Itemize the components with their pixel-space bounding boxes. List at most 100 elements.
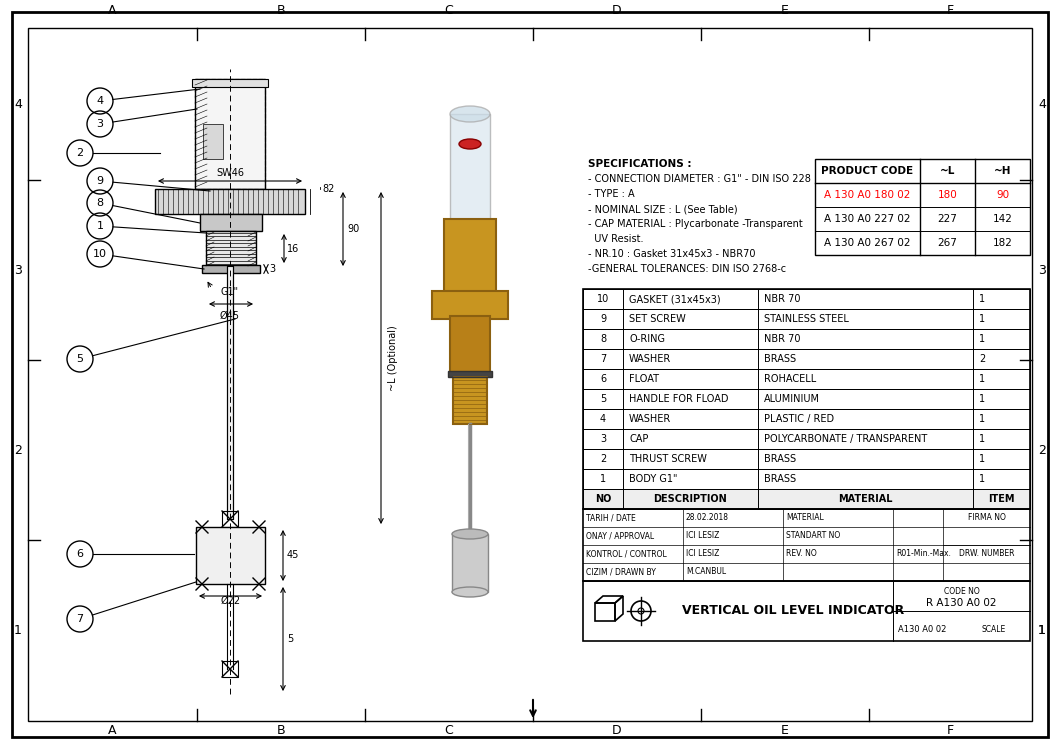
Bar	[583, 289, 1030, 509]
Text: 3: 3	[269, 264, 276, 274]
Text: 16: 16	[287, 243, 299, 253]
Text: ONAY / APPROVAL: ONAY / APPROVAL	[586, 532, 654, 541]
Text: DESCRIPTION: DESCRIPTION	[654, 494, 727, 504]
Text: ~L: ~L	[940, 166, 955, 176]
Text: 1: 1	[96, 221, 104, 231]
Text: 7: 7	[76, 614, 84, 624]
Text: ALUMINIUM: ALUMINIUM	[764, 394, 820, 404]
Text: 5: 5	[600, 394, 606, 404]
Text: BODY G1": BODY G1"	[629, 474, 677, 484]
Text: ~H: ~H	[994, 166, 1011, 176]
Text: NBR 70: NBR 70	[764, 294, 800, 304]
Text: 9: 9	[96, 176, 104, 186]
Text: 10: 10	[93, 249, 107, 259]
Text: 1: 1	[600, 474, 606, 484]
Text: F: F	[947, 724, 954, 738]
Text: PLASTIC / RED: PLASTIC / RED	[764, 414, 834, 424]
Bar	[222, 661, 238, 677]
Text: -GENERAL TOLERANCES: DIN ISO 2768-c: -GENERAL TOLERANCES: DIN ISO 2768-c	[588, 264, 787, 274]
Text: VERTICAL OIL LEVEL INDICATOR: VERTICAL OIL LEVEL INDICATOR	[682, 604, 904, 617]
Text: C: C	[444, 4, 454, 17]
Bar	[202, 265, 260, 273]
Text: 1: 1	[14, 624, 22, 637]
Text: 8: 8	[96, 198, 104, 208]
Bar	[227, 266, 233, 519]
Text: - NR.10 : Gasket 31x45x3 - NBR70: - NR.10 : Gasket 31x45x3 - NBR70	[588, 249, 756, 259]
Bar	[583, 409, 1030, 429]
Text: R01-Min.-Max.: R01-Min.-Max.	[896, 550, 951, 559]
Text: 4: 4	[1038, 97, 1046, 111]
Text: E: E	[781, 724, 789, 738]
Bar	[583, 309, 1030, 329]
Bar	[583, 289, 1030, 309]
Bar	[204, 124, 223, 159]
Bar	[583, 349, 1030, 369]
Text: 28.02.2018: 28.02.2018	[686, 514, 729, 523]
Text: 1: 1	[979, 374, 985, 384]
Text: 10: 10	[597, 294, 610, 304]
Text: 7: 7	[600, 354, 606, 364]
Bar	[583, 449, 1030, 469]
Text: SCALE: SCALE	[982, 625, 1006, 634]
Text: M.CANBUL: M.CANBUL	[686, 568, 726, 577]
Text: 1: 1	[1038, 624, 1046, 637]
Text: C: C	[444, 724, 454, 738]
Text: 3: 3	[600, 434, 606, 444]
Text: A130 A0 02: A130 A0 02	[898, 625, 947, 634]
Bar	[583, 329, 1030, 349]
Text: ICI LESIZ: ICI LESIZ	[686, 550, 720, 559]
Text: KONTROL / CONTROL: KONTROL / CONTROL	[586, 550, 667, 559]
Bar	[450, 114, 490, 219]
Text: - TYPE : A: - TYPE : A	[588, 189, 635, 199]
Text: 6: 6	[76, 549, 84, 559]
Text: 5: 5	[76, 354, 84, 364]
Text: 1: 1	[979, 394, 985, 404]
Text: A 130 A0 180 02: A 130 A0 180 02	[825, 190, 911, 200]
Text: HANDLE FOR FLOAD: HANDLE FOR FLOAD	[629, 394, 728, 404]
Text: 227: 227	[937, 214, 957, 224]
Ellipse shape	[452, 529, 488, 539]
Text: 1: 1	[979, 294, 985, 304]
Text: REV. NO: REV. NO	[787, 550, 817, 559]
Ellipse shape	[452, 587, 488, 597]
Text: CODE NO: CODE NO	[943, 586, 979, 595]
Text: E: E	[781, 4, 789, 17]
Text: THRUST SCREW: THRUST SCREW	[629, 454, 707, 464]
Text: MATERIAL: MATERIAL	[838, 494, 893, 504]
Bar	[192, 79, 268, 87]
Text: B: B	[277, 4, 285, 17]
Text: 82: 82	[322, 184, 334, 194]
Text: B: B	[277, 724, 285, 738]
Text: O-RING: O-RING	[629, 334, 665, 344]
Bar	[195, 79, 265, 189]
Text: 5: 5	[287, 634, 294, 644]
Text: 4: 4	[600, 414, 606, 424]
Text: 2: 2	[600, 454, 606, 464]
Text: POLYCARBONATE / TRANSPARENT: POLYCARBONATE / TRANSPARENT	[764, 434, 928, 444]
Text: 3: 3	[14, 264, 22, 276]
Text: A 130 A0 267 02: A 130 A0 267 02	[825, 238, 911, 248]
Text: A: A	[108, 4, 117, 17]
Text: F: F	[947, 4, 954, 17]
Bar	[453, 374, 487, 424]
Text: BRASS: BRASS	[764, 354, 796, 364]
Text: WASHER: WASHER	[629, 354, 671, 364]
Text: 1: 1	[979, 474, 985, 484]
Text: FLOAT: FLOAT	[629, 374, 659, 384]
Text: NBR 70: NBR 70	[764, 334, 800, 344]
Text: 8: 8	[600, 334, 606, 344]
Text: 4: 4	[14, 97, 22, 111]
Text: GASKET (31x45x3): GASKET (31x45x3)	[629, 294, 721, 304]
Text: SPECIFICATIONS :: SPECIFICATIONS :	[588, 159, 691, 169]
Text: UV Resist.: UV Resist.	[588, 234, 643, 244]
Bar	[595, 603, 615, 621]
Text: 45: 45	[287, 551, 299, 560]
Text: Ø45: Ø45	[220, 311, 240, 321]
Text: R A130 A0 02: R A130 A0 02	[926, 598, 996, 608]
Bar	[450, 316, 490, 374]
Text: - CAP MATERIAL : Plycarbonate -Transparent: - CAP MATERIAL : Plycarbonate -Transpare…	[588, 219, 802, 229]
Text: D: D	[613, 4, 622, 17]
Bar	[195, 79, 265, 189]
Text: DRW. NUMBER: DRW. NUMBER	[958, 550, 1014, 559]
Bar	[444, 219, 496, 294]
